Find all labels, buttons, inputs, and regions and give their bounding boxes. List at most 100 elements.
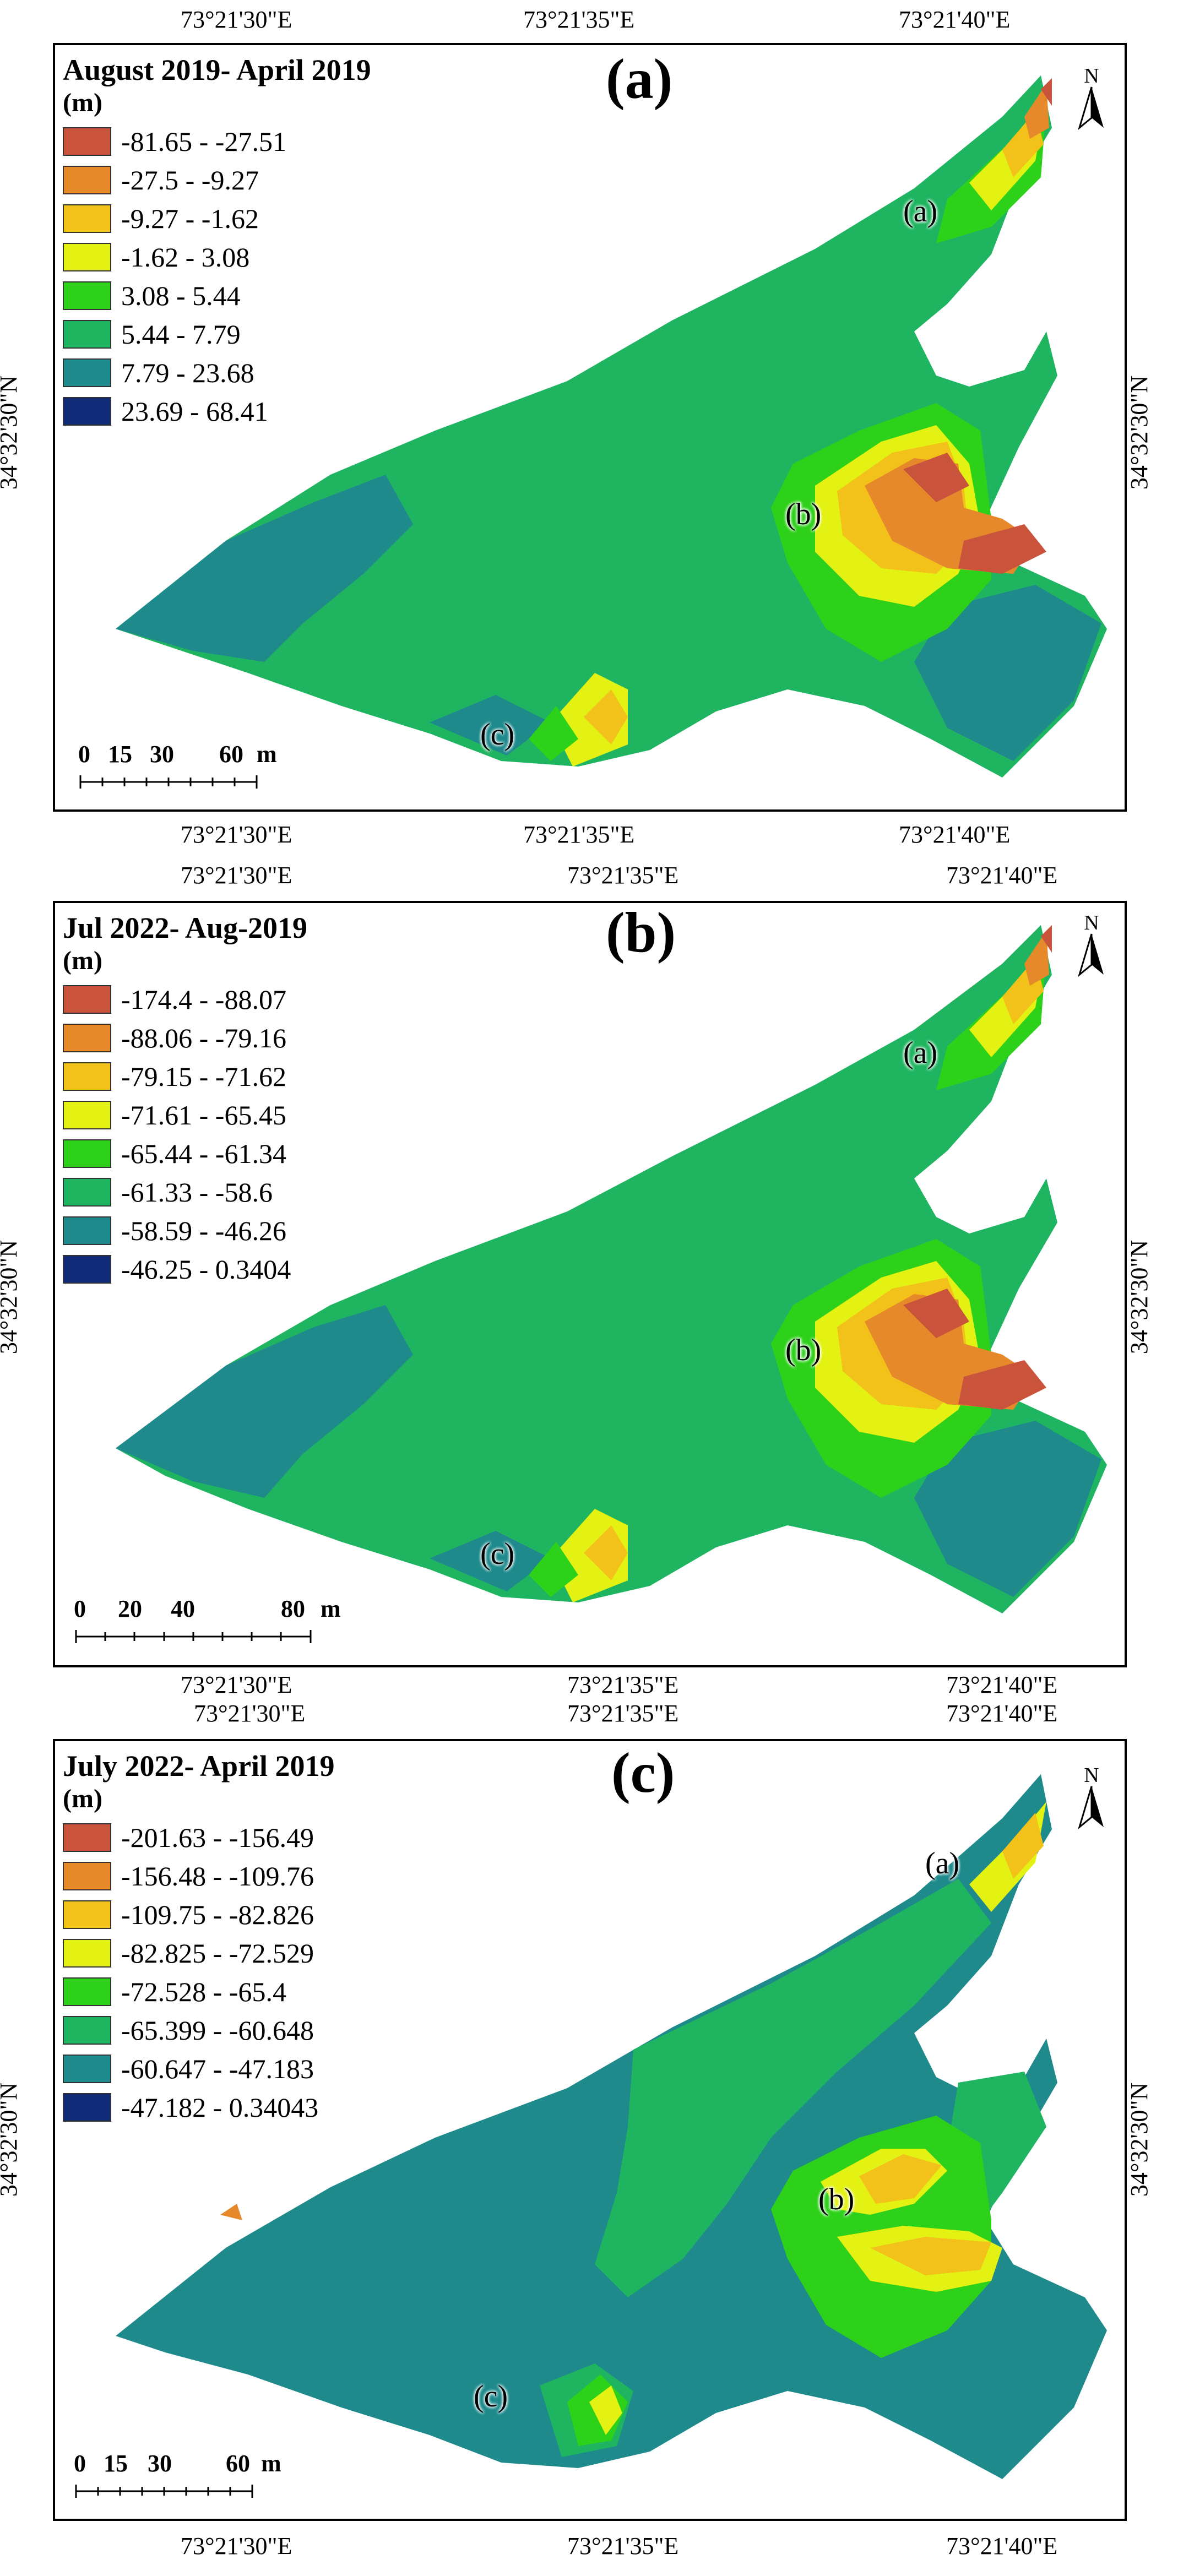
- legend-row: 3.08 - 5.44: [63, 276, 371, 315]
- right-lat: 34°32'30"N: [1126, 2082, 1153, 2197]
- legend-unit: (m): [63, 1784, 102, 1813]
- swatch-class-1: [63, 1823, 111, 1852]
- right-lat: 34°32'30"N: [1126, 375, 1153, 490]
- swatch-class-3: [63, 1062, 111, 1091]
- swatch-class-5: [63, 281, 111, 310]
- legend-row: 5.44 - 7.79: [63, 315, 371, 354]
- swatch-class-4: [63, 1101, 111, 1129]
- swatch-class-2: [63, 1024, 111, 1052]
- site-label-a: (a): [903, 1036, 938, 1070]
- legend-label: -109.75 - -82.826: [121, 1899, 314, 1930]
- scale-tick-label: 15: [104, 2450, 128, 2477]
- scale-tick-label: 80: [281, 1595, 305, 1622]
- terrain-map-a: [116, 75, 1107, 778]
- legend-label: -71.61 - -65.45: [121, 1100, 286, 1131]
- scale-tick-label: 30: [150, 741, 174, 768]
- site-label-a: (a): [903, 194, 938, 229]
- scale-tick-label: 15: [108, 741, 132, 768]
- legend-label: -1.62 - 3.08: [121, 242, 250, 273]
- scale-labels: 0 20 40 80 m: [74, 1595, 341, 1626]
- bottom-coord-2: 73°21'35"E: [567, 2532, 679, 2559]
- swatch-class-6: [63, 1178, 111, 1207]
- legend-row: 7.79 - 23.68: [63, 354, 371, 392]
- scale-tick-label: 20: [118, 1595, 142, 1622]
- scale-labels: 0 15 30 60 m: [78, 740, 277, 771]
- left-lat: 34°32'30"N: [0, 375, 23, 490]
- scale-unit: m: [257, 741, 277, 768]
- legend-row: -79.15 - -71.62: [63, 1057, 307, 1096]
- legend-label: -61.33 - -58.6: [121, 1177, 273, 1208]
- legend-label: 7.79 - 23.68: [121, 357, 254, 388]
- legend-row: -1.62 - 3.08: [63, 238, 371, 276]
- map-frame-c: July 2022- April 2019 (m) -201.63 - -156…: [53, 1739, 1127, 2521]
- legend-row: -174.4 - -88.07: [63, 980, 307, 1019]
- legend-title: Jul 2022- Aug-2019: [63, 911, 308, 944]
- swatch-class-4: [63, 243, 111, 271]
- bottom-coord-2: 73°21'35"E: [567, 1671, 679, 1698]
- legend-row: -109.75 - -82.826: [63, 1895, 335, 1934]
- scale-ruler: [75, 1630, 312, 1643]
- top-coord-3: 73°21'40"E: [899, 6, 1011, 33]
- swatch-class-1: [63, 127, 111, 156]
- top-coord-3: 73°21'40"E: [946, 862, 1058, 889]
- legend-row: -88.06 - -79.16: [63, 1019, 307, 1057]
- legend-label: -47.182 - 0.34043: [121, 2092, 319, 2123]
- top-coord-2: 73°21'35"E: [523, 6, 635, 33]
- scale-bar-a: 0 15 30 60 m: [78, 740, 277, 796]
- legend-row: -65.399 - -60.648: [63, 2011, 335, 2050]
- swatch-class-7: [63, 2055, 111, 2083]
- legend-row: -72.528 - -65.4: [63, 1972, 335, 2011]
- swatch-class-5: [63, 1977, 111, 2006]
- north-arrow-icon: N: [1070, 1763, 1114, 1829]
- legend-label: -58.59 - -46.26: [121, 1215, 286, 1246]
- north-label: N: [1084, 1764, 1099, 1787]
- legend-label: -81.65 - -27.51: [121, 126, 286, 157]
- legend-row: -60.647 - -47.183: [63, 2050, 335, 2088]
- legend-row: -71.61 - -65.45: [63, 1096, 307, 1134]
- swatch-class-6: [63, 2016, 111, 2045]
- legend-title: July 2022- April 2019: [63, 1749, 335, 1782]
- bottom-coord-3: 73°21'40"E: [946, 1671, 1058, 1698]
- scale-ruler: [79, 775, 258, 789]
- site-label-c: (c): [480, 1537, 515, 1571]
- bottom-coord-1: 73°21'30"E: [181, 1671, 292, 1698]
- legend-label: -65.44 - -61.34: [121, 1138, 286, 1169]
- left-lat: 34°32'30"N: [0, 2082, 23, 2197]
- scale-tick-label: 60: [219, 741, 243, 768]
- north-arrow-icon: N: [1070, 64, 1114, 130]
- terrain-map-b: [116, 925, 1107, 1613]
- scale-tick-label: 60: [226, 2450, 250, 2477]
- top-coord-1: 73°21'30"E: [194, 1700, 306, 1727]
- legend-label: -65.399 - -60.648: [121, 2015, 314, 2046]
- top-coord-2: 73°21'35"E: [567, 1700, 679, 1727]
- swatch-class-3: [63, 204, 111, 233]
- site-label-c: (c): [474, 2379, 508, 2414]
- legend-title: August 2019- April 2019: [63, 53, 371, 86]
- north-label: N: [1084, 64, 1099, 88]
- legend-label: -88.06 - -79.16: [121, 1023, 286, 1053]
- legend-row: -82.825 - -72.529: [63, 1934, 335, 1972]
- swatch-class-8: [63, 397, 111, 426]
- swatch-class-7: [63, 358, 111, 387]
- legend-label: -82.825 - -72.529: [121, 1938, 314, 1969]
- legend-b: Jul 2022- Aug-2019 (m) -174.4 - -88.07 -…: [63, 911, 307, 1289]
- scale-bar-c: 0 15 30 60 m: [74, 2449, 281, 2505]
- legend-label: 23.69 - 68.41: [121, 396, 268, 427]
- legend-label: -201.63 - -156.49: [121, 1822, 314, 1853]
- legend-label: -72.528 - -65.4: [121, 1976, 286, 2007]
- legend-label: -27.5 - -9.27: [121, 165, 259, 195]
- left-lat: 34°32'30"N: [0, 1240, 23, 1355]
- legend-label: -46.25 - 0.3404: [121, 1254, 291, 1285]
- site-label-b: (b): [785, 497, 822, 531]
- legend-label: -60.647 - -47.183: [121, 2053, 314, 2084]
- swatch-class-7: [63, 1216, 111, 1245]
- scale-tick-label: 30: [148, 2450, 172, 2477]
- terrain-map-c: [116, 1774, 1107, 2479]
- legend-a: August 2019- April 2019 (m) -81.65 - -27…: [63, 53, 371, 431]
- legend-row: 23.69 - 68.41: [63, 392, 371, 431]
- legend-label: -156.48 - -109.76: [121, 1861, 314, 1892]
- map-frame-b: Jul 2022- Aug-2019 (m) -174.4 - -88.07 -…: [53, 901, 1127, 1667]
- scale-tick-label: 40: [171, 1595, 195, 1622]
- swatch-class-2: [63, 166, 111, 194]
- top-coord-1: 73°21'30"E: [181, 6, 292, 33]
